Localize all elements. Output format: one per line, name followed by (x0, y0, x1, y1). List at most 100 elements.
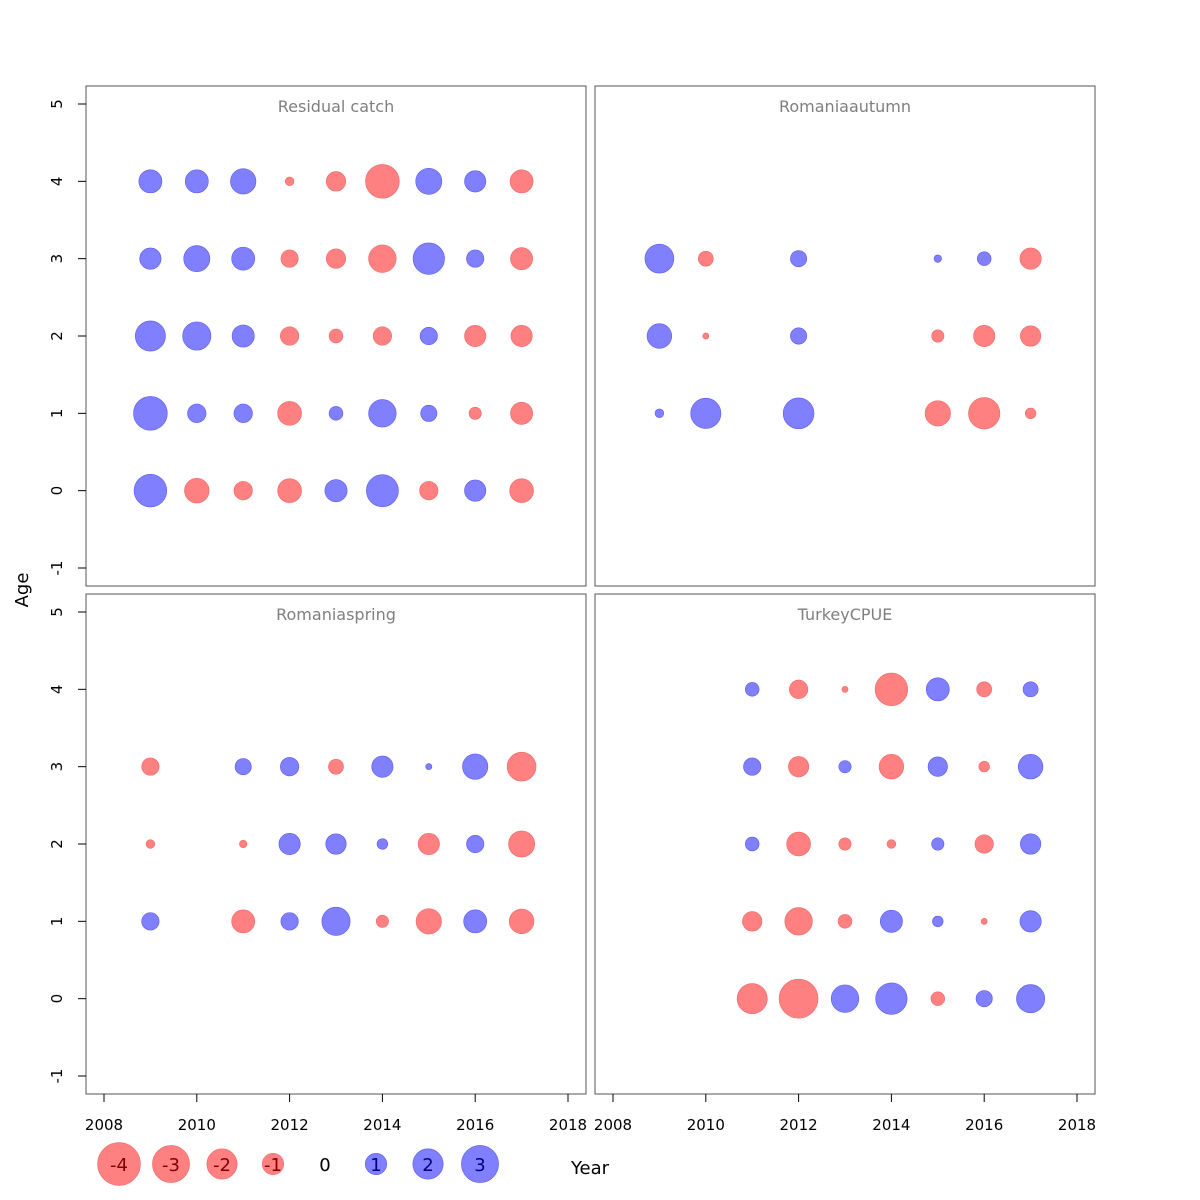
bubble-residual-catch (284, 176, 295, 186)
bubble-romaniaspring (462, 753, 489, 780)
bubble-residual-catch (366, 474, 399, 507)
bubble-romaniaspring (463, 909, 488, 934)
bubble-romaniaspring (145, 839, 156, 849)
bubble-turkeycpue (886, 839, 897, 849)
bubble-residual-catch (510, 247, 534, 271)
bubble-romaniaautumn (690, 397, 722, 429)
bubble-romaniaautumn (782, 397, 815, 430)
bubble-romaniaautumn (790, 250, 808, 268)
bubble-romaniaspring (280, 912, 299, 931)
legend-bubble (152, 1145, 190, 1183)
bubble-residual-catch (230, 168, 257, 195)
bubble-residual-catch (231, 324, 255, 348)
bubble-romaniaautumn (1020, 325, 1042, 347)
x-tick-label: 2008 (594, 1116, 632, 1134)
bubble-romaniaautumn (697, 250, 714, 267)
y-tick-label: 1 (48, 917, 66, 927)
legend-bubble (206, 1148, 238, 1180)
bubble-romaniaspring (325, 833, 347, 855)
bubble-turkeycpue (788, 756, 810, 778)
x-tick-label: 2010 (178, 1116, 216, 1134)
y-tick-label: 5 (48, 99, 66, 109)
panel-frame-romaniaautumn (594, 85, 1096, 587)
bubble-turkeycpue (974, 834, 994, 854)
bubble-residual-catch (510, 325, 533, 347)
bubble-turkeycpue (931, 837, 945, 851)
bubble-romaniaspring (375, 914, 389, 928)
bubble-romaniaautumn (924, 400, 951, 427)
bubble-romaniaspring (278, 833, 301, 855)
bubble-romaniaautumn (973, 325, 996, 347)
panel-title-romaniaspring: Romaniaspring (276, 605, 396, 624)
bubble-romaniaspring (466, 834, 485, 854)
bubble-residual-catch (368, 244, 397, 273)
bubble-residual-catch (233, 403, 253, 423)
y-tick-label: -1 (48, 1069, 66, 1084)
bubble-turkeycpue (874, 672, 909, 706)
bubble-turkeycpue (930, 991, 945, 1006)
bubble-residual-catch (277, 478, 302, 503)
bubble-turkeycpue (778, 978, 819, 1019)
x-tick-label: 2016 (965, 1116, 1003, 1134)
y-tick-label: 2 (48, 839, 66, 849)
bubble-turkeycpue (838, 837, 852, 851)
bubble-residual-catch (134, 320, 166, 352)
y-tick-label: 3 (48, 254, 66, 264)
bubble-residual-catch (466, 249, 485, 268)
legend-bubble (261, 1152, 285, 1176)
bubble-romaniaautumn (931, 329, 945, 343)
legend-bubble (97, 1142, 141, 1186)
bubble-residual-catch (412, 242, 445, 275)
x-tick-label: 2008 (85, 1116, 123, 1134)
bubble-turkeycpue (786, 831, 811, 857)
bubble-turkeycpue (784, 907, 813, 936)
bubble-romaniaautumn (1019, 247, 1042, 270)
bubble-romaniaautumn (790, 327, 808, 345)
bubble-romaniaautumn (1024, 407, 1037, 419)
bubble-residual-catch (280, 249, 299, 268)
bubble-romaniaspring (508, 908, 535, 934)
y-tick-label: 0 (48, 994, 66, 1004)
x-tick-label: 2014 (872, 1116, 910, 1134)
bubble-romaniaspring (506, 751, 537, 782)
y-tick-label: 2 (48, 331, 66, 341)
bubble-turkeycpue (841, 685, 849, 693)
y-tick-label: 5 (48, 607, 66, 617)
bubble-residual-catch (184, 478, 210, 504)
bubble-turkeycpue (745, 836, 760, 852)
x-axis-label: Year (570, 1158, 610, 1179)
legend-label: -4 (110, 1155, 128, 1176)
y-tick-label: 1 (48, 409, 66, 419)
legend-label: 1 (370, 1155, 381, 1176)
bubble-residual-catch (328, 406, 344, 421)
bubble-residual-catch (328, 328, 344, 344)
legend-label: 3 (474, 1155, 485, 1176)
bubble-turkeycpue (789, 679, 809, 699)
legend-bubble (412, 1148, 444, 1180)
x-tick-label: 2016 (456, 1116, 494, 1134)
panel-title-romaniaautumn: Romaniaautumn (779, 97, 911, 116)
bubble-romaniaspring (231, 909, 256, 934)
bubble-romaniaspring (328, 758, 344, 775)
bubble-romaniaspring (376, 838, 389, 850)
bubble-residual-catch (184, 169, 209, 194)
bubble-residual-catch (372, 326, 392, 346)
bubble-residual-catch (133, 474, 168, 508)
legend-label: -2 (213, 1155, 231, 1176)
bubble-residual-catch (464, 325, 487, 347)
x-tick-label: 2012 (271, 1116, 309, 1134)
y-tick-label: 3 (48, 762, 66, 772)
bubble-romaniaautumn (977, 251, 992, 266)
y-tick-label: -1 (48, 561, 66, 576)
y-axis-label: Age (12, 573, 33, 608)
legend-bubble (364, 1152, 388, 1176)
bubble-turkeycpue (927, 756, 948, 777)
bubble-romaniaspring (508, 830, 535, 858)
bubble-romaniaspring (280, 757, 300, 777)
bubble-romaniaautumn (644, 243, 675, 274)
bubble-turkeycpue (742, 911, 763, 932)
bubble-turkeycpue (875, 982, 908, 1015)
bubble-turkeycpue (925, 677, 950, 702)
bubble-turkeycpue (975, 990, 993, 1008)
